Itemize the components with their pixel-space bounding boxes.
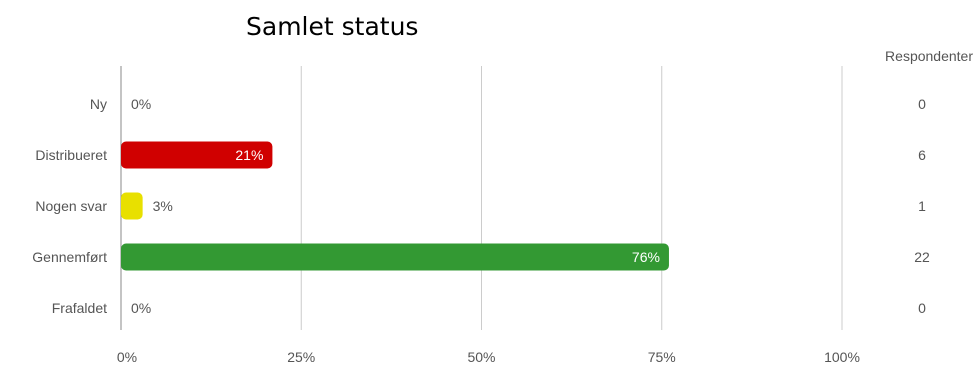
respondents-header: Respondenter	[885, 48, 973, 64]
respondent-count: 0	[918, 300, 926, 316]
x-tick-label: 50%	[467, 349, 495, 365]
data-label: 0%	[131, 96, 151, 112]
category-label: Nogen svar	[35, 198, 107, 214]
respondent-count: 22	[914, 249, 930, 265]
data-label: 0%	[131, 300, 151, 316]
x-tick-label: 25%	[287, 349, 315, 365]
data-label: 3%	[153, 198, 173, 214]
data-label: 21%	[235, 147, 263, 163]
category-label: Ny	[90, 96, 107, 112]
x-tick-label: 0%	[117, 349, 137, 365]
x-tick-label: 100%	[824, 349, 860, 365]
data-label: 76%	[632, 249, 660, 265]
bar	[121, 141, 273, 169]
bar	[121, 192, 143, 220]
category-label: Distribueret	[35, 147, 107, 163]
category-label: Gennemført	[32, 249, 107, 265]
respondent-count: 0	[918, 96, 926, 112]
bar	[121, 243, 669, 271]
x-tick-label: 75%	[648, 349, 676, 365]
chart-title: Samlet status	[246, 12, 419, 41]
respondent-count: 6	[918, 147, 926, 163]
respondent-count: 1	[918, 198, 926, 214]
category-label: Frafaldet	[52, 300, 107, 316]
